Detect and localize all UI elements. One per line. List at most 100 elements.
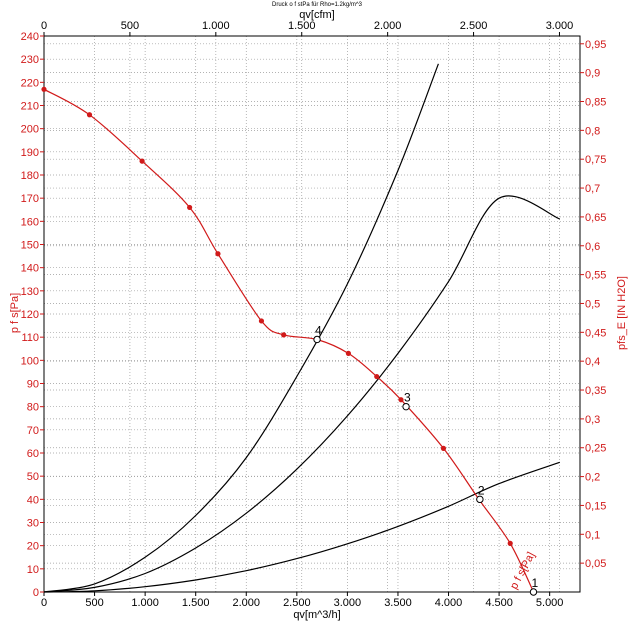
fan-curve-point <box>440 445 447 451</box>
operating-point-label: 3 <box>404 391 411 405</box>
x2-axis-label: qv[cfm] <box>299 9 334 21</box>
y-axis-label: p f s[Pa] <box>9 293 21 333</box>
fan-curve-point <box>507 540 513 546</box>
y-tick-label: 80 <box>27 402 39 414</box>
system-curves <box>43 63 561 593</box>
x-tick-label: 0 <box>41 597 47 609</box>
y-tick-label: 210 <box>21 101 39 113</box>
y2-tick-label: 0,8 <box>585 125 600 137</box>
y2-tick-label: 0,15 <box>585 500 606 512</box>
y2-tick-label: 0,2 <box>585 472 600 484</box>
x-tick-label: 4.000 <box>435 597 463 609</box>
fan-curve-line <box>43 88 535 593</box>
operating-point-label: 4 <box>315 323 322 337</box>
y-tick-label: 220 <box>21 77 39 89</box>
y2-tick-label: 0,35 <box>585 385 606 397</box>
y-tick-label: 40 <box>27 494 39 506</box>
fan-curve-point <box>215 251 221 257</box>
operating-point-marker <box>476 495 484 504</box>
y-tick-label: 30 <box>27 518 39 530</box>
x2-tick-label: 500 <box>121 20 139 32</box>
y-tick-label: 110 <box>21 332 39 344</box>
y-tick-label: 130 <box>21 286 39 298</box>
x-tick-label: 1.500 <box>182 597 210 609</box>
chart-title: Druck o f stPa für Rho=1.2kg/m^3 <box>272 2 363 8</box>
y2-tick-label: 0,3 <box>585 414 600 426</box>
x2-tick-label: 3.000 <box>546 20 574 32</box>
y-tick-label: 140 <box>21 263 39 275</box>
fan-curve-point <box>398 397 404 403</box>
y2-tick-label: 0,7 <box>585 183 600 195</box>
y-tick-label: 180 <box>21 170 39 182</box>
x2-axis-ticks: 0 500 1.000 1.500 2.000 2.500 3.000 <box>41 20 573 36</box>
y-tick-label: 10 <box>27 564 39 576</box>
y2-tick-label: 0,4 <box>585 356 600 368</box>
y2-tick-label: 0,1 <box>585 529 600 541</box>
y2-tick-label: 0,6 <box>585 241 600 253</box>
x-axis-ticks: 0 500 1.000 1.500 2.000 2.500 3.000 3.500 4.000 4… <box>41 592 563 609</box>
y-axis-ticks: 0 10 20 30 40 50 60 70 80 90 100 110 120 130 140 150 160… <box>21 31 44 599</box>
y-tick-label: 230 <box>21 54 39 66</box>
x-tick-label: 3.500 <box>384 597 412 609</box>
x2-tick-label: 2.000 <box>374 20 402 32</box>
y2-tick-label: 0,95 <box>585 39 606 51</box>
y-tick-label: 90 <box>27 379 39 391</box>
y2-tick-label: 0,65 <box>585 212 606 224</box>
y-tick-label: 50 <box>27 471 39 483</box>
fan-curve-point <box>345 350 352 356</box>
x-tick-label: 1.000 <box>131 597 159 609</box>
y-tick-label: 170 <box>21 193 39 205</box>
x-tick-label: 3.000 <box>334 597 362 609</box>
y2-axis-ticks: 0,05 0,1 0,15 0,2 0,25 0,3 0,35 0,4 0,45 0,5 0,55 0… <box>580 39 606 570</box>
y-tick-label: 60 <box>27 448 39 460</box>
x-tick-label: 2.500 <box>283 597 311 609</box>
fan-curve-point <box>187 204 193 211</box>
y2-tick-label: 0,05 <box>585 558 606 570</box>
fan-curve-point <box>374 373 380 380</box>
y-tick-label: 200 <box>21 124 39 136</box>
y-tick-label: 240 <box>21 31 39 43</box>
grid <box>43 35 580 593</box>
y-tick-label: 100 <box>21 355 39 367</box>
x2-tick-label: 0 <box>41 20 47 32</box>
y-tick-label: 190 <box>21 147 39 159</box>
y2-tick-label: 0,45 <box>585 327 606 339</box>
fan-curve-point <box>281 332 287 338</box>
y2-tick-label: 0,75 <box>585 154 606 166</box>
y2-tick-label: 0,9 <box>585 68 600 80</box>
fan-curve-point <box>139 158 145 164</box>
y-tick-label: 160 <box>21 216 39 228</box>
x2-tick-label: 1.500 <box>288 20 316 32</box>
x-tick-label: 2.000 <box>232 597 260 609</box>
y2-tick-label: 0,55 <box>585 270 606 282</box>
operating-point-label: 2 <box>478 483 485 497</box>
x-axis-label: qv[m^3/h] <box>293 609 340 621</box>
operating-point-marker <box>313 335 321 344</box>
x-tick-label: 4.500 <box>485 597 513 609</box>
y-tick-label: 150 <box>21 240 39 252</box>
operating-point-marker <box>529 588 538 596</box>
fan-curve-point <box>258 318 265 324</box>
system-curve-line <box>43 63 439 593</box>
fan-curve-point <box>86 112 93 118</box>
fan-curve-point <box>41 86 47 92</box>
operating-point-label: 1 <box>531 576 538 590</box>
x2-tick-label: 2.500 <box>460 20 488 32</box>
y2-tick-label: 0,5 <box>585 298 600 310</box>
y-tick-label: 20 <box>27 541 39 553</box>
system-curve-line <box>43 195 561 593</box>
x-tick-label: 500 <box>85 597 103 609</box>
y2-axis-label: pfs_E [IN H2O] <box>616 276 628 350</box>
operating-points: 4 3 2 1 <box>313 323 538 596</box>
y2-tick-label: 0,85 <box>585 96 606 108</box>
y2-tick-label: 0,25 <box>585 443 606 455</box>
y-tick-label: 70 <box>27 425 39 437</box>
operating-point-marker <box>402 402 410 411</box>
x-tick-label: 5.000 <box>536 597 564 609</box>
y-tick-label: 0 <box>33 587 39 599</box>
system-curve-line <box>43 461 560 593</box>
x2-tick-label: 1.000 <box>202 20 230 32</box>
y-tick-label: 120 <box>21 309 39 321</box>
fan-curve <box>41 86 537 595</box>
